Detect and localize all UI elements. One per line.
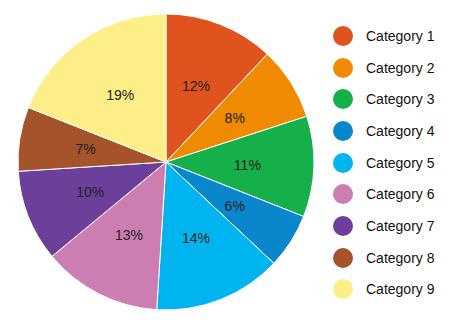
svg-text:7%: 7% (75, 141, 95, 157)
svg-text:10%: 10% (76, 184, 104, 200)
html-text:Category 8: Category 8 (366, 249, 435, 266)
html-text:Category 2: Category 2 (366, 59, 435, 76)
html-text:Category 4: Category 4 (366, 122, 435, 139)
svg-text:8%: 8% (225, 110, 245, 126)
svg-text:11%: 11% (234, 157, 261, 173)
html-text:Category 7: Category 7 (366, 218, 435, 234)
svg-text:12%: 12% (182, 78, 210, 94)
svg-text:14%: 14% (182, 230, 210, 246)
html-text:Category 9: Category 9 (366, 281, 435, 298)
html-text:Category 1: Category 1 (366, 27, 435, 44)
svg-text:13%: 13% (115, 227, 143, 243)
svg-text:19%: 19% (106, 87, 134, 103)
svg-text:6%: 6% (225, 198, 245, 214)
html-text:Category 3: Category 3 (366, 91, 435, 108)
html-text:Category 5: Category 5 (366, 154, 435, 171)
html-text:Category 6: Category 6 (366, 186, 435, 203)
